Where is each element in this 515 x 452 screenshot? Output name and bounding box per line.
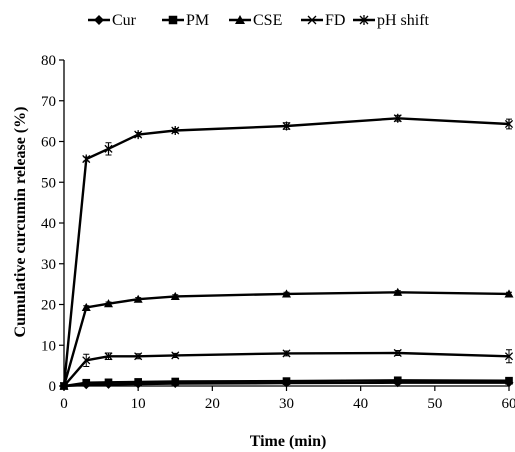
data-point [504,352,514,361]
series-cse [59,287,514,390]
data-point [171,125,180,135]
data-point [82,378,91,387]
legend-item-pm: PM [162,12,209,29]
series-line-cse [62,291,510,387]
legend-item-cur: Cur [88,12,137,29]
legend-label: CSE [253,12,282,29]
x-tick-label: 0 [60,396,68,412]
legend-label: PM [186,12,209,29]
data-point [134,130,143,140]
y-tick-label: 70 [41,94,56,110]
legend-marker-icon [235,15,245,24]
y-tick-label: 30 [41,257,56,273]
x-tick-label: 10 [131,396,146,412]
data-point [504,119,514,129]
legend-label: FD [325,12,345,29]
data-point [282,121,291,131]
y-tick-label: 10 [41,338,56,354]
data-point [171,351,180,360]
x-tick-label: 60 [502,396,515,412]
y-tick-label: 80 [41,53,56,69]
data-point [134,378,142,386]
series-layer [59,113,514,391]
legend-marker-icon [307,15,317,25]
data-point [282,377,291,385]
data-point [104,144,113,154]
y-tick-label: 0 [49,379,57,395]
legend-item-fd: FD [301,12,345,29]
data-point [282,289,291,298]
data-point [170,291,180,300]
data-point [505,376,513,385]
axes: 0 10 20 30 40 50 60 70 80 0 10 20 30 40 50 60 [41,53,515,412]
y-tick-label: 60 [41,135,56,151]
legend-item-cse: CSE [229,12,282,29]
legend-item-ph-shift: pH shift [353,12,430,29]
x-tick-label: 50 [427,396,442,412]
x-tick-label: 20 [205,396,220,412]
data-point [282,349,291,358]
series-line-fd [63,351,510,387]
legend: Cur PM CSE FD pH shift [88,12,430,29]
legend-label: pH shift [377,12,430,29]
data-point [393,113,402,123]
data-point [59,381,69,391]
x-tick-label: 40 [353,396,368,412]
data-point [104,299,113,308]
y-tick-label: 20 [41,298,56,314]
data-point [393,376,402,385]
x-tick-label: 30 [279,396,294,412]
legend-marker-icon [359,15,369,25]
legend-marker-icon [94,15,104,25]
y-tick-label: 50 [41,175,56,191]
y-tick-label: 40 [41,216,56,232]
data-point [504,289,514,298]
legend-label: Cur [112,12,137,29]
data-point [104,352,113,361]
series-line-ph-shift [62,117,510,387]
data-point [82,356,91,365]
data-point [393,348,402,358]
y-axis-title: Cumulative curcumin release (%) [12,107,29,338]
series-ph-shift [59,113,514,391]
data-point [81,302,91,311]
data-point [133,294,143,303]
data-point [104,378,113,387]
data-point [134,352,143,361]
data-point [171,377,180,386]
x-axis-title: Time (min) [250,433,327,450]
data-point [82,154,91,164]
data-point [393,287,403,296]
legend-marker-icon [168,15,178,25]
